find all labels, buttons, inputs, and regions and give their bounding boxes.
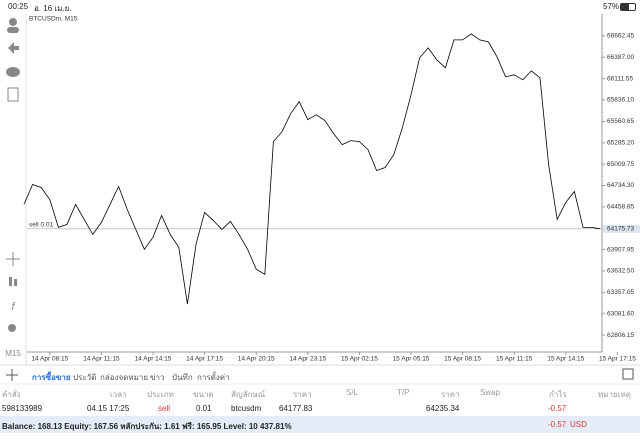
header-cell: ราคา xyxy=(441,390,460,399)
x-tick-label: 15 Apr 05:15 xyxy=(393,356,430,363)
y-tick-label: 65009.75 xyxy=(607,161,634,168)
y-tick-label: 65836.10 xyxy=(607,97,634,104)
x-tick-label: 15 Apr 14:15 xyxy=(547,356,584,363)
tab[interactable]: ข่าว xyxy=(150,373,165,382)
timeframe[interactable]: M15 xyxy=(5,349,21,358)
price-tag-bg xyxy=(603,224,640,233)
header-cell: ประเภท xyxy=(147,390,174,399)
y-tick-label: 64734.30 xyxy=(607,182,634,189)
add-icon[interactable] xyxy=(6,369,18,381)
tab[interactable]: กล่องจดหมาย xyxy=(100,373,149,382)
header-cell: สัญลักษณ์ xyxy=(231,390,266,399)
x-tick-label: 14 Apr 11:15 xyxy=(83,356,120,363)
candle-icon[interactable] xyxy=(9,277,12,286)
header-cell: Swap xyxy=(480,388,501,397)
sidebar-icons: f xyxy=(6,18,20,332)
header-cell: คำสั่ง xyxy=(2,390,21,399)
doc-icon[interactable] xyxy=(7,87,19,102)
x-tick-label: 15 Apr 02:15 xyxy=(341,356,378,363)
date: อ. 16 เม.ย. xyxy=(34,4,72,13)
current-price: 64175.73 xyxy=(607,226,634,233)
x-tick-label: 14 Apr 08:15 xyxy=(31,356,68,363)
y-tick-label: 66387.00 xyxy=(607,54,634,61)
trade-icon[interactable] xyxy=(8,42,19,54)
cell: 64177.83 xyxy=(279,404,313,413)
x-tick-label: 15 Apr 17:15 xyxy=(599,356,636,363)
clock: 00:25 xyxy=(8,2,29,11)
y-tick-label: 65560.65 xyxy=(607,118,634,125)
cell: -0.57 xyxy=(548,404,567,413)
balance-summary: Balance: 168.13 Equity: 167.56 หลักประกั… xyxy=(2,422,292,431)
x-tick-label: 14 Apr 20:15 xyxy=(238,356,275,363)
cell: 04.15 17:25 xyxy=(87,404,130,413)
y-tick-label: 62806.15 xyxy=(607,332,634,339)
header-cell: ราคา xyxy=(293,390,312,399)
header-cell: ขนาด xyxy=(193,390,214,399)
y-tick-label: 63632.50 xyxy=(607,268,634,275)
x-tick-label: 15 Apr 08:15 xyxy=(444,356,481,363)
header-cell: T/P xyxy=(397,388,410,397)
price-line xyxy=(23,33,601,305)
battery-icon xyxy=(620,3,636,11)
account-icon[interactable] xyxy=(9,18,17,26)
cell: 64235.34 xyxy=(426,404,460,413)
layout-icon[interactable] xyxy=(622,368,634,380)
total-profit: -0.57 xyxy=(548,420,567,429)
account-icon-body xyxy=(7,27,19,33)
tab[interactable]: การตั้งค่า xyxy=(197,373,230,382)
y-tick-label: 63357.05 xyxy=(607,289,634,296)
x-tick-label: 14 Apr 17:15 xyxy=(186,356,223,363)
header-cell: กำไร xyxy=(549,390,567,399)
battery-text: 57% xyxy=(603,2,620,11)
tab[interactable]: ประวัติ xyxy=(73,373,97,382)
tab[interactable]: การซื้อขาย xyxy=(32,373,71,382)
header-cell: หมายเหตุ xyxy=(598,390,631,399)
header-cell: เวลา xyxy=(110,390,127,399)
cell: sell xyxy=(158,404,171,413)
crosshair-icon[interactable] xyxy=(6,252,20,266)
cell: btcusdm xyxy=(231,404,262,413)
y-tick-label: 65285.20 xyxy=(607,139,634,146)
y-tick-label: 63907.95 xyxy=(607,246,634,253)
order-label: sell 0.01 xyxy=(29,222,54,229)
cell: 0.01 xyxy=(196,404,212,413)
y-tick-label: 64458.85 xyxy=(607,204,634,211)
y-tick-label: 66111.55 xyxy=(607,75,634,82)
balance-bg xyxy=(0,416,640,433)
indicator-icon[interactable]: f xyxy=(11,301,15,313)
x-tick-label: 14 Apr 23:15 xyxy=(289,356,326,363)
x-tick-label: 14 Apr 14:15 xyxy=(135,356,172,363)
cell: 598133989 xyxy=(2,404,43,413)
chat-icon[interactable] xyxy=(6,67,20,77)
chart-title: BTCUSDm, M15 xyxy=(29,16,78,23)
objects-icon[interactable] xyxy=(8,324,16,332)
y-tick-label: 63081.60 xyxy=(607,310,634,317)
header-cell: S/L xyxy=(346,388,359,397)
tab[interactable]: บันทึก xyxy=(172,373,193,382)
x-tick-label: 15 Apr 11:15 xyxy=(496,356,533,363)
currency: USD xyxy=(570,420,587,429)
y-tick-label: 66662.45 xyxy=(607,33,634,40)
